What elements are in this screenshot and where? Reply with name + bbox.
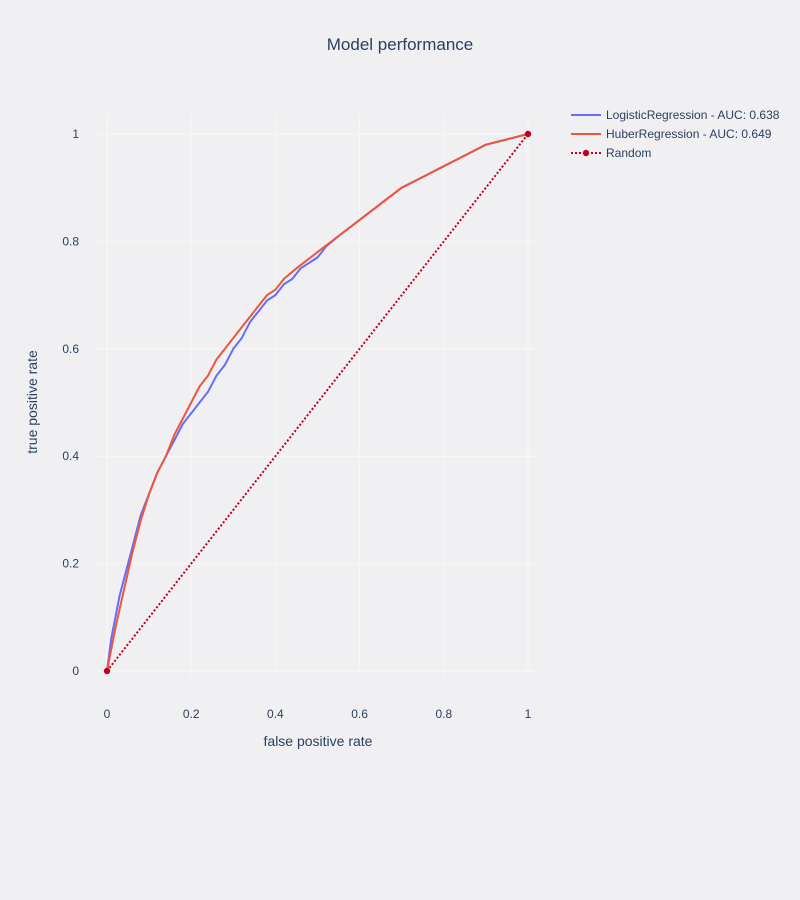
series-marker[interactable] [103,667,111,675]
x-tick-label: 1 [525,707,532,721]
y-tick-label: 0.4 [62,449,79,463]
x-tick-label: 0.8 [435,707,452,721]
y-tick-label: 1 [72,127,79,141]
chart-title: Model performance [327,35,473,54]
series-line-1[interactable] [106,133,529,672]
legend-label: HuberRegression - AUC: 0.649 [606,127,772,141]
y-tick-label: 0.6 [62,342,79,356]
x-tick-label: 0.4 [267,707,284,721]
axis-ticks: 0 0.2 0.4 0.6 0.8 1 0 0.2 0.4 0.6 0.8 1 [62,127,531,721]
legend-marker [582,149,590,157]
x-tick-label: 0.2 [183,707,200,721]
legend[interactable]: LogisticRegression - AUC: 0.638 HuberRegr… [571,108,780,160]
series-line-2[interactable] [106,133,529,672]
grid [97,114,538,676]
series-marker[interactable] [524,130,532,138]
legend-item[interactable]: LogisticRegression - AUC: 0.638 [571,108,780,122]
series-lines [103,130,532,675]
legend-item[interactable]: Random [571,146,651,160]
x-tick-label: 0 [104,707,111,721]
y-axis-title: true positive rate [24,350,40,454]
x-tick-label: 0.6 [351,707,368,721]
x-axis-title: false positive rate [264,733,373,749]
legend-label: Random [606,146,651,160]
y-tick-label: 0.8 [62,234,79,248]
y-tick-label: 0 [72,664,79,678]
legend-label: LogisticRegression - AUC: 0.638 [606,108,780,122]
legend-item[interactable]: HuberRegression - AUC: 0.649 [571,127,772,141]
y-tick-label: 0.2 [62,557,79,571]
